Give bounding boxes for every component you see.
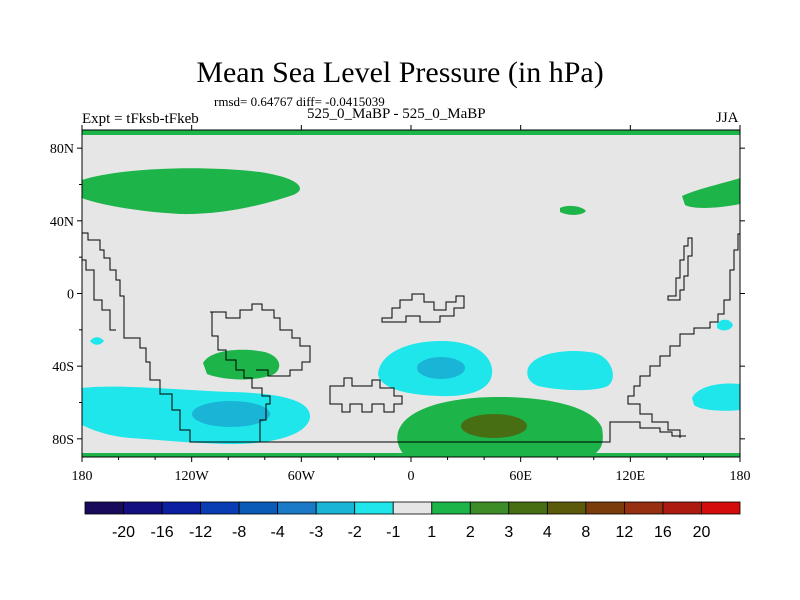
colorbar-swatch bbox=[701, 501, 741, 515]
colorbar-label: -8 bbox=[232, 524, 246, 541]
colorbar-swatch bbox=[238, 501, 279, 515]
coastline-east-continent bbox=[627, 233, 740, 438]
colorbar-label: -16 bbox=[150, 524, 173, 541]
y-axis: 80N 40N 0 40S 80S bbox=[50, 142, 745, 448]
statistics-label: rmsd= 0.64767 diff= -0.0415039 bbox=[214, 94, 385, 109]
anomaly-pacific-north bbox=[682, 178, 740, 208]
colorbar-label: -4 bbox=[271, 524, 285, 541]
anomaly-small-east bbox=[717, 319, 733, 331]
anomaly-north-atlantic bbox=[82, 168, 300, 215]
colorbar-swatch bbox=[508, 501, 548, 515]
colorbar-swatch bbox=[431, 501, 471, 515]
colorbar-swatch bbox=[84, 501, 124, 515]
colorbar-swatch bbox=[546, 501, 587, 515]
anomaly-small-west bbox=[90, 337, 104, 345]
colorbar-label: 16 bbox=[654, 524, 672, 541]
anomaly-asia-small bbox=[560, 205, 586, 215]
coastline-island-chain bbox=[381, 293, 465, 323]
colorbar-label: 3 bbox=[504, 524, 513, 541]
colorbar-swatch bbox=[662, 501, 702, 515]
x-tick-label: 60E bbox=[509, 469, 532, 484]
experiment-label: Expt = tFksb-tFkeb bbox=[82, 111, 199, 127]
coastline-east-island bbox=[667, 237, 693, 301]
y-tick-label: 40N bbox=[50, 215, 74, 230]
x-tick-label: 60W bbox=[288, 469, 316, 484]
anomaly-southern-ocean-negative-core bbox=[192, 401, 270, 427]
colorbar-label: -3 bbox=[309, 524, 323, 541]
coastlines bbox=[82, 232, 740, 443]
colorbar-swatch bbox=[392, 501, 433, 515]
colorbar-label: -12 bbox=[189, 524, 212, 541]
colorbar: -20 -16 -12 -8 -4 -3 -2 -1 1 2 3 4 8 12 16 20 bbox=[84, 501, 741, 541]
coastline-antarctic bbox=[190, 421, 686, 443]
map-title: Mean Sea Level Pressure (in hPa) bbox=[196, 56, 604, 89]
anomaly-layer bbox=[82, 130, 740, 457]
colorbar-swatch bbox=[624, 501, 664, 515]
colorbar-swatch bbox=[161, 501, 201, 515]
x-tick-label: 180 bbox=[730, 469, 751, 484]
colorbar-swatch bbox=[469, 501, 510, 515]
y-tick-label: 0 bbox=[67, 288, 74, 303]
colorbar-swatch bbox=[123, 501, 163, 515]
coastline-central-continent bbox=[210, 303, 311, 377]
subtitle-label: 525_0_MaBP - 525_0_MaBP bbox=[307, 106, 486, 122]
coastline-west-continent-2 bbox=[82, 259, 116, 331]
x-tick-label: 180 bbox=[72, 469, 93, 484]
colorbar-swatch bbox=[354, 501, 394, 515]
anomaly-south-america bbox=[203, 349, 280, 380]
colorbar-label: 8 bbox=[581, 524, 590, 541]
colorbar-label: 4 bbox=[543, 524, 552, 541]
colorbar-swatch bbox=[277, 501, 317, 515]
anomaly-southern-ocean-core bbox=[461, 414, 527, 438]
y-tick-label: 80S bbox=[52, 433, 74, 448]
colorbar-label: 20 bbox=[693, 524, 711, 541]
y-tick-label: 40S bbox=[52, 360, 74, 375]
colorbar-label: -20 bbox=[112, 524, 135, 541]
x-tick-label: 0 bbox=[408, 469, 415, 484]
anomaly-east-australia bbox=[692, 383, 740, 411]
colorbar-label: -2 bbox=[348, 524, 362, 541]
colorbar-swatch bbox=[315, 501, 356, 515]
anomaly-south-atlantic-core bbox=[417, 357, 465, 379]
x-tick-label: 120W bbox=[175, 469, 210, 484]
colorbar-label: 12 bbox=[616, 524, 634, 541]
colorbar-label: 2 bbox=[466, 524, 475, 541]
y-tick-label: 80N bbox=[50, 142, 74, 157]
colorbar-swatch bbox=[200, 501, 240, 515]
season-label: JJA bbox=[716, 110, 739, 126]
coastline-south-peninsula bbox=[329, 377, 403, 413]
anomaly-indian-ocean bbox=[527, 350, 613, 391]
x-tick-label: 120E bbox=[616, 469, 646, 484]
coastline-west-continent bbox=[82, 232, 271, 443]
colorbar-label: -1 bbox=[386, 524, 400, 541]
colorbar-swatch bbox=[585, 501, 625, 515]
x-axis: 180 120W 60W 0 60E 120E 180 bbox=[72, 125, 751, 484]
colorbar-label: 1 bbox=[427, 524, 436, 541]
north-edge-band bbox=[82, 130, 740, 135]
